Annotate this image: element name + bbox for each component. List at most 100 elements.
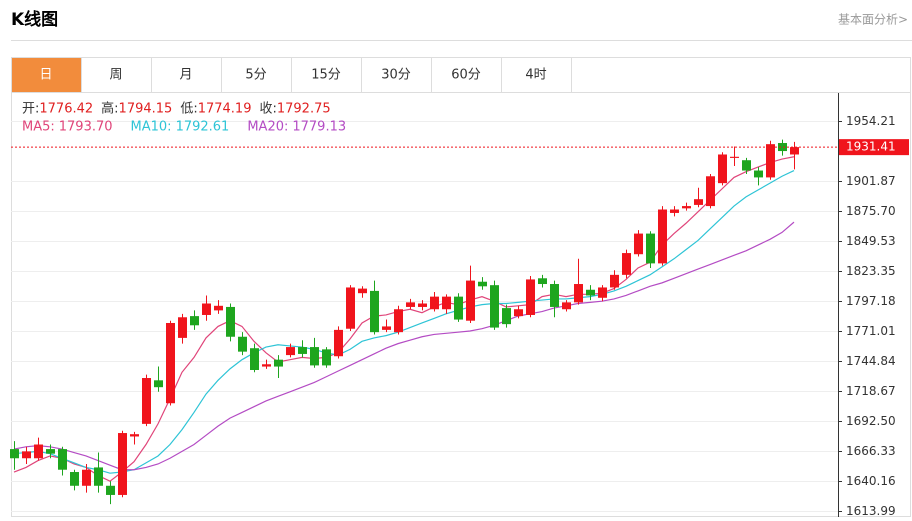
candle-body bbox=[418, 303, 427, 307]
tab-label[interactable]: 月 bbox=[179, 68, 192, 83]
info-value: 1794.15 bbox=[119, 102, 173, 117]
candle-body bbox=[706, 176, 715, 207]
tab[interactable] bbox=[431, 57, 502, 93]
candle-body bbox=[790, 147, 799, 155]
candle-body bbox=[778, 143, 787, 152]
tab-label[interactable]: 30分 bbox=[381, 68, 411, 83]
candle-body bbox=[610, 274, 619, 288]
tab-label[interactable]: 日 bbox=[39, 68, 52, 83]
candle-body bbox=[718, 154, 727, 184]
page-title: K线图 bbox=[11, 9, 58, 30]
candle-body bbox=[586, 289, 595, 296]
candle-body bbox=[754, 170, 763, 178]
candle-body bbox=[286, 347, 295, 356]
info-label: 高: bbox=[101, 101, 118, 117]
candle-body bbox=[670, 209, 679, 213]
candle-body bbox=[526, 279, 535, 315]
candle-body bbox=[58, 449, 67, 470]
candle-body bbox=[118, 433, 127, 495]
candle-body bbox=[430, 296, 439, 310]
tab-label[interactable]: 60分 bbox=[451, 68, 481, 83]
current-price-label: 1931.41 bbox=[846, 140, 896, 154]
tab-label[interactable]: 5分 bbox=[245, 68, 266, 83]
ma-legend-label: MA5: bbox=[22, 120, 55, 135]
candle-body bbox=[166, 322, 175, 404]
y-tick-label: 1771.01 bbox=[846, 324, 896, 338]
candle-body bbox=[214, 305, 223, 311]
candle-body bbox=[358, 288, 367, 294]
candle-body bbox=[502, 308, 511, 325]
candle-body bbox=[226, 306, 235, 337]
info-label: 收: bbox=[259, 102, 276, 117]
candle-body bbox=[346, 287, 355, 329]
candle-body bbox=[598, 287, 607, 298]
candle-body bbox=[766, 144, 775, 178]
info-value: 1792.75 bbox=[277, 102, 331, 117]
y-tick-label: 1823.35 bbox=[846, 264, 896, 278]
candle-body bbox=[742, 160, 751, 171]
candle-body bbox=[406, 302, 415, 307]
candle-body bbox=[394, 309, 403, 333]
tab[interactable] bbox=[501, 57, 572, 93]
y-tick-label: 1613.99 bbox=[846, 504, 896, 517]
tab[interactable] bbox=[81, 57, 152, 93]
candle-body bbox=[46, 449, 55, 454]
info-value: 1774.19 bbox=[198, 102, 252, 117]
tab-label[interactable]: 周 bbox=[109, 68, 122, 83]
candle-body bbox=[322, 349, 331, 366]
candle-body bbox=[370, 290, 379, 333]
candle-body bbox=[250, 348, 259, 370]
candle-body bbox=[106, 485, 115, 495]
candle-body bbox=[154, 380, 163, 388]
y-tick-label: 1744.84 bbox=[846, 354, 896, 368]
tab-label[interactable]: 15分 bbox=[311, 68, 341, 83]
candle-body bbox=[562, 302, 571, 310]
candle-body bbox=[646, 233, 655, 264]
ma-legend-value: 1793.70 bbox=[59, 120, 113, 135]
y-tick-label: 1954.21 bbox=[846, 114, 896, 128]
y-tick-label: 1797.18 bbox=[846, 294, 896, 308]
y-tick-label: 1640.16 bbox=[846, 474, 896, 488]
ma-legend-label: MA20: bbox=[247, 120, 288, 135]
candle-body bbox=[478, 281, 487, 287]
candle-body bbox=[490, 285, 499, 328]
ma-legend-label: MA10: bbox=[131, 120, 172, 135]
fundamental-link[interactable]: 基本面分析> bbox=[838, 13, 908, 27]
ma-legend-value: 1779.13 bbox=[292, 120, 346, 135]
tab[interactable] bbox=[291, 57, 362, 93]
y-tick-label: 1849.53 bbox=[846, 234, 896, 248]
tab[interactable] bbox=[221, 57, 292, 93]
candle-body bbox=[634, 233, 643, 255]
info-label: 低: bbox=[180, 102, 197, 117]
candle-body bbox=[190, 316, 199, 326]
candle-body bbox=[10, 449, 19, 459]
ma-line bbox=[13, 156, 795, 482]
y-tick-label: 1875.70 bbox=[846, 204, 896, 218]
current-price-box bbox=[839, 139, 909, 156]
candle-body bbox=[382, 326, 391, 330]
candle-body bbox=[310, 347, 319, 366]
candle-body bbox=[658, 209, 667, 264]
candle-body bbox=[466, 280, 475, 321]
candle-body bbox=[202, 303, 211, 315]
candle-body bbox=[130, 434, 139, 437]
candle-body bbox=[298, 347, 307, 354]
y-tick-label: 1666.33 bbox=[846, 444, 896, 458]
y-tick-label: 1901.87 bbox=[846, 174, 896, 188]
candle-body bbox=[22, 451, 31, 459]
candle-body bbox=[142, 378, 151, 424]
candle-body bbox=[550, 284, 559, 307]
candle-body bbox=[238, 336, 247, 352]
candle-body bbox=[178, 317, 187, 338]
info-value: 1776.42 bbox=[39, 102, 93, 117]
ma-line bbox=[13, 221, 795, 471]
tab[interactable] bbox=[11, 57, 82, 93]
candle-body bbox=[454, 296, 463, 320]
y-tick-label: 1692.50 bbox=[846, 414, 896, 428]
tab-label[interactable]: 4时 bbox=[525, 68, 546, 83]
candle-body bbox=[334, 329, 343, 357]
candle-body bbox=[694, 199, 703, 205]
ma-line bbox=[13, 169, 795, 474]
candle-body bbox=[34, 444, 43, 459]
tab[interactable] bbox=[361, 57, 432, 93]
